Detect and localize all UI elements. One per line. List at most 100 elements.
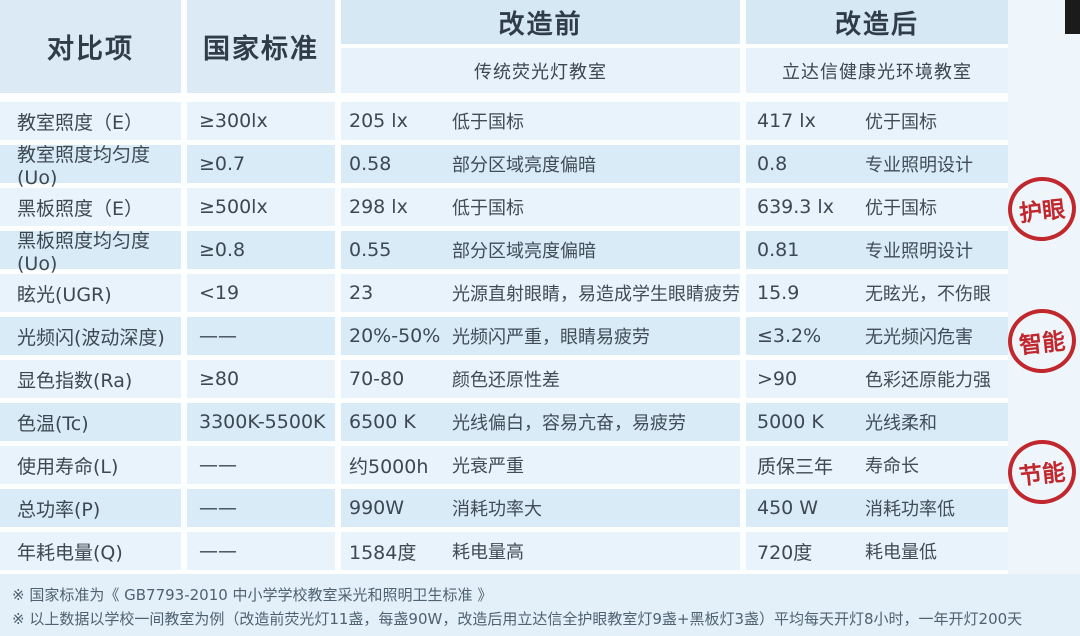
row-item-label: 光频闪(波动深度) <box>0 317 181 355</box>
after-value: 720度 <box>757 541 813 564</box>
before-note: 光线偏白，容易亢奋，易疲劳 <box>452 413 686 434</box>
row-after-cell: 0.8 专业照明设计 <box>746 145 1008 183</box>
row-standard-value: —— <box>187 532 335 570</box>
before-value: 约5000h <box>349 455 429 478</box>
row-item-label: 黑板照度均匀度(Uo) <box>0 230 181 275</box>
after-note: 优于国标 <box>865 198 937 219</box>
after-value: 0.8 <box>757 153 788 175</box>
footnote-line: ※ 以上数据以学校一间教室为例（改造前荧光灯11盏，每盏90W，改造后用立达信全… <box>12 610 1023 628</box>
before-note: 光源直射眼睛，易造成学生眼睛疲劳 <box>452 284 740 305</box>
right-margin-strip <box>1008 0 1080 574</box>
header-after-subtitle: 立达信健康光环境教室 <box>746 48 1008 93</box>
row-after-cell: 15.9 无眩光，不伤眼 <box>746 274 1008 312</box>
row-before-cell: 205 lx 低于国标 <box>341 102 740 140</box>
row-before-cell: 298 lx 低于国标 <box>341 188 740 226</box>
header-before-subtitle: 传统荧光灯教室 <box>341 48 740 93</box>
after-note: 无眩光，不伤眼 <box>865 284 991 305</box>
row-before-cell: 70-80 颜色还原性差 <box>341 360 740 398</box>
row-standard-value: —— <box>187 489 335 527</box>
row-after-cell: 5000 K 光线柔和 <box>746 403 1008 441</box>
row-after-cell: 417 lx 优于国标 <box>746 102 1008 140</box>
before-note: 光频闪严重，眼睛易疲劳 <box>452 327 650 348</box>
before-value: 23 <box>349 282 374 304</box>
corner-dark-artifact <box>1065 0 1080 34</box>
after-note: 耗电量低 <box>865 542 937 563</box>
before-note: 耗电量高 <box>452 542 524 563</box>
row-before-cell: 20%-50% 光频闪严重，眼睛易疲劳 <box>341 317 740 355</box>
before-value: 298 lx <box>349 196 408 218</box>
row-after-cell: 450 W 消耗功率低 <box>746 489 1008 527</box>
before-value: 0.58 <box>349 153 392 175</box>
before-note: 低于国标 <box>452 112 524 133</box>
header-after-title: 改造后 <box>746 0 1008 44</box>
row-item-label: 使用寿命(L) <box>0 446 181 484</box>
row-standard-value: ≥80 <box>187 360 335 398</box>
table-body: 教室照度（E） ≥300lx 205 lx 低于国标 417 lx 优于国标 教… <box>0 102 1008 570</box>
before-note: 消耗功率大 <box>452 499 542 520</box>
after-note: 专业照明设计 <box>865 155 973 176</box>
row-after-cell: >90 色彩还原能力强 <box>746 360 1008 398</box>
before-value: 0.55 <box>349 239 392 261</box>
row-after-cell: ≤3.2% 无光频闪危害 <box>746 317 1008 355</box>
row-after-cell: 720度 耗电量低 <box>746 532 1008 570</box>
after-note: 专业照明设计 <box>865 241 973 262</box>
header-standard-column: 国家标准 <box>187 0 335 93</box>
row-after-cell: 0.81 专业照明设计 <box>746 231 1008 269</box>
after-note: 无光频闪危害 <box>865 327 973 348</box>
after-note: 寿命长 <box>865 456 919 477</box>
row-item-label: 显色指数(Ra) <box>0 360 181 398</box>
before-value: 205 lx <box>349 110 408 132</box>
after-note: 光线柔和 <box>865 413 937 434</box>
before-note: 颜色还原性差 <box>452 370 560 391</box>
row-standard-value: —— <box>187 317 335 355</box>
row-before-cell: 约5000h 光衰严重 <box>341 446 740 484</box>
before-note: 低于国标 <box>452 198 524 219</box>
header-before-title: 改造前 <box>341 0 740 44</box>
after-value: >90 <box>757 368 798 390</box>
after-note: 色彩还原能力强 <box>865 370 991 391</box>
before-note: 光衰严重 <box>452 456 524 477</box>
after-value: ≤3.2% <box>757 325 822 347</box>
row-before-cell: 1584度 耗电量高 <box>341 532 740 570</box>
after-value: 质保三年 <box>757 455 834 478</box>
before-value: 20%-50% <box>349 325 441 347</box>
header-item-column: 对比项 <box>0 0 181 93</box>
row-standard-value: <19 <box>187 274 335 312</box>
row-item-label: 黑板照度（E） <box>0 188 181 226</box>
after-value: 15.9 <box>757 282 800 304</box>
before-note: 部分区域亮度偏暗 <box>452 241 596 262</box>
footnotes: ※ 国家标准为《 GB7793-2010 中小学学校教室采光和照明卫生标准 》 … <box>0 574 1080 636</box>
row-item-label: 色温(Tc) <box>0 403 181 441</box>
row-before-cell: 6500 K 光线偏白，容易亢奋，易疲劳 <box>341 403 740 441</box>
before-value: 990W <box>349 497 405 519</box>
after-note: 优于国标 <box>865 112 937 133</box>
after-value: 639.3 lx <box>757 196 834 218</box>
row-before-cell: 0.58 部分区域亮度偏暗 <box>341 145 740 183</box>
row-before-cell: 0.55 部分区域亮度偏暗 <box>341 231 740 269</box>
row-after-cell: 639.3 lx 优于国标 <box>746 188 1008 226</box>
row-item-label: 总功率(P) <box>0 489 181 527</box>
row-item-label: 教室照度（E） <box>0 102 181 140</box>
after-value: 417 lx <box>757 110 816 132</box>
before-note: 部分区域亮度偏暗 <box>452 155 596 176</box>
row-standard-value: ≥0.8 <box>187 231 335 269</box>
after-value: 5000 K <box>757 411 824 433</box>
after-note: 消耗功率低 <box>865 499 955 520</box>
row-item-label: 年耗电量(Q) <box>0 532 181 570</box>
before-value: 70-80 <box>349 368 405 390</box>
table-header: 对比项 国家标准 改造前 改造后 传统荧光灯教室 立达信健康光环境教室 <box>0 0 1008 93</box>
row-item-label: 教室照度均匀度(Uo) <box>0 144 181 189</box>
before-value: 6500 K <box>349 411 416 433</box>
row-standard-value: 3300K-5500K <box>187 403 335 441</box>
row-item-label: 眩光(UGR) <box>0 274 181 312</box>
after-value: 0.81 <box>757 239 800 261</box>
row-standard-value: ≥0.7 <box>187 145 335 183</box>
row-standard-value: ≥500lx <box>187 188 335 226</box>
before-value: 1584度 <box>349 541 417 564</box>
row-after-cell: 质保三年 寿命长 <box>746 446 1008 484</box>
row-before-cell: 23 光源直射眼睛，易造成学生眼睛疲劳 <box>341 274 740 312</box>
row-standard-value: —— <box>187 446 335 484</box>
row-standard-value: ≥300lx <box>187 102 335 140</box>
row-before-cell: 990W 消耗功率大 <box>341 489 740 527</box>
